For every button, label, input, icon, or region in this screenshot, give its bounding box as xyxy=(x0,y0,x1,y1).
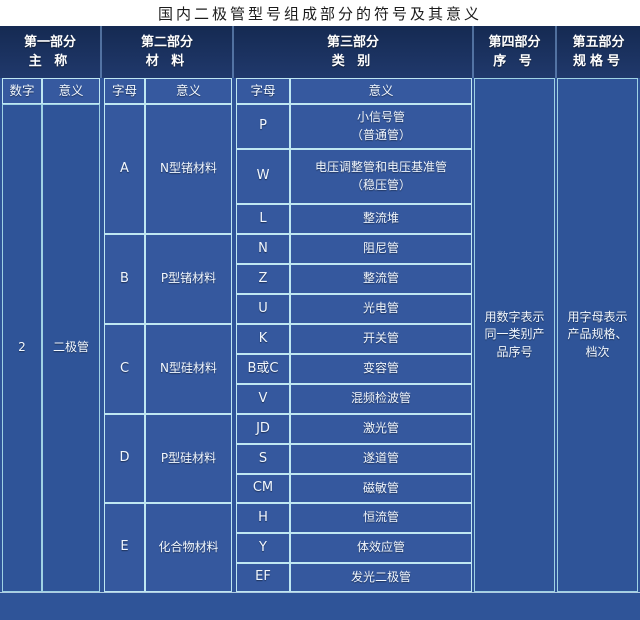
category-meaning-0: 小信号管 （普通管） xyxy=(290,104,472,149)
part1-meaning-cell: 二极管 xyxy=(42,104,100,592)
category-letter-3: N xyxy=(236,234,290,264)
category-meaning-12: 恒流管 xyxy=(290,503,472,533)
header-part-5-line1: 第五部分 xyxy=(572,34,625,50)
header-part-2-line1: 第二部分 xyxy=(140,34,193,50)
category-meaning-6: 开关管 xyxy=(290,324,472,354)
material-meaning-e: 化合物材料 xyxy=(145,503,232,592)
material-letter-b: B xyxy=(104,234,145,324)
material-letter-c: C xyxy=(104,324,145,414)
header-part-4: 第四部分 序 号 xyxy=(474,26,555,78)
table-body: 数字 意义 字母 意义 字母 意义 2 二极管 A N型锗材料 B P型锗材料 … xyxy=(0,78,640,592)
subheader-digit: 数字 xyxy=(2,78,42,104)
category-letter-13: Y xyxy=(236,533,290,563)
category-letter-11: CM xyxy=(236,474,290,503)
category-letter-2: L xyxy=(236,204,290,234)
category-letter-14: EF xyxy=(236,563,290,592)
header-part-4-line2: 序 号 xyxy=(493,54,536,69)
category-meaning-14: 发光二极管 xyxy=(290,563,472,592)
header-part-3-line1: 第三部分 xyxy=(326,34,379,50)
header-part-3-line2: 类 别 xyxy=(331,54,375,69)
header-band xyxy=(0,26,640,78)
subheader-meaning-3: 意义 xyxy=(290,78,472,104)
header-part-1-line1: 第一部分 xyxy=(23,34,76,50)
category-meaning-7: 变容管 xyxy=(290,354,472,384)
header-part-5-line2: 规格号 xyxy=(572,54,624,69)
category-meaning-8: 混频检波管 xyxy=(290,384,472,414)
category-letter-5: U xyxy=(236,294,290,324)
category-letter-9: JD xyxy=(236,414,290,444)
page-title: 国内二极管型号组成部分的符号及其意义 xyxy=(157,4,482,23)
material-letter-e: E xyxy=(104,503,145,592)
category-letter-7: B或C xyxy=(236,354,290,384)
category-letter-4: Z xyxy=(236,264,290,294)
part5-body-cell: 用字母表示 产品规格、 档次 xyxy=(557,78,638,592)
category-meaning-4: 整流管 xyxy=(290,264,472,294)
header-divider-4 xyxy=(555,26,557,78)
material-meaning-a: N型锗材料 xyxy=(145,104,232,234)
header-divider-2 xyxy=(232,26,234,78)
subheader-letter-3: 字母 xyxy=(236,78,290,104)
subheader-meaning-1: 意义 xyxy=(42,78,100,104)
category-meaning-5: 光电管 xyxy=(290,294,472,324)
material-letter-d: D xyxy=(104,414,145,503)
header-part-1-line2: 主 称 xyxy=(28,54,72,69)
category-meaning-11: 磁敏管 xyxy=(290,474,472,503)
material-meaning-b: P型锗材料 xyxy=(145,234,232,324)
material-meaning-c: N型硅材料 xyxy=(145,324,232,414)
subheader-letter-2: 字母 xyxy=(104,78,145,104)
category-letter-8: V xyxy=(236,384,290,414)
header-part-2: 第二部分 材 料 xyxy=(102,26,232,78)
table-bottom-rule xyxy=(0,592,640,593)
material-letter-a: A xyxy=(104,104,145,234)
title-band: 国内二极管型号组成部分的符号及其意义 xyxy=(0,0,640,26)
header-part-2-line2: 材 料 xyxy=(145,54,189,69)
header-divider-3 xyxy=(472,26,474,78)
subheader-meaning-2: 意义 xyxy=(145,78,232,104)
material-meaning-d: P型硅材料 xyxy=(145,414,232,503)
category-meaning-9: 激光管 xyxy=(290,414,472,444)
category-letter-6: K xyxy=(236,324,290,354)
category-meaning-3: 阻尼管 xyxy=(290,234,472,264)
header-part-3: 第三部分 类 别 xyxy=(234,26,472,78)
category-letter-0: P xyxy=(236,104,290,149)
category-meaning-10: 遂道管 xyxy=(290,444,472,474)
category-letter-1: W xyxy=(236,149,290,204)
category-letter-12: H xyxy=(236,503,290,533)
category-meaning-13: 体效应管 xyxy=(290,533,472,563)
part4-body-cell: 用数字表示 同一类别产 品序号 xyxy=(474,78,555,592)
category-meaning-1: 电压调整管和电压基准管 （稳压管） xyxy=(290,149,472,204)
header-divider-1 xyxy=(100,26,102,78)
header-part-1: 第一部分 主 称 xyxy=(0,26,100,78)
header-part-5: 第五部分 规格号 xyxy=(557,26,640,78)
category-letter-10: S xyxy=(236,444,290,474)
part1-digit-cell: 2 xyxy=(2,104,42,592)
header-part-4-line1: 第四部分 xyxy=(488,34,541,50)
category-meaning-2: 整流堆 xyxy=(290,204,472,234)
